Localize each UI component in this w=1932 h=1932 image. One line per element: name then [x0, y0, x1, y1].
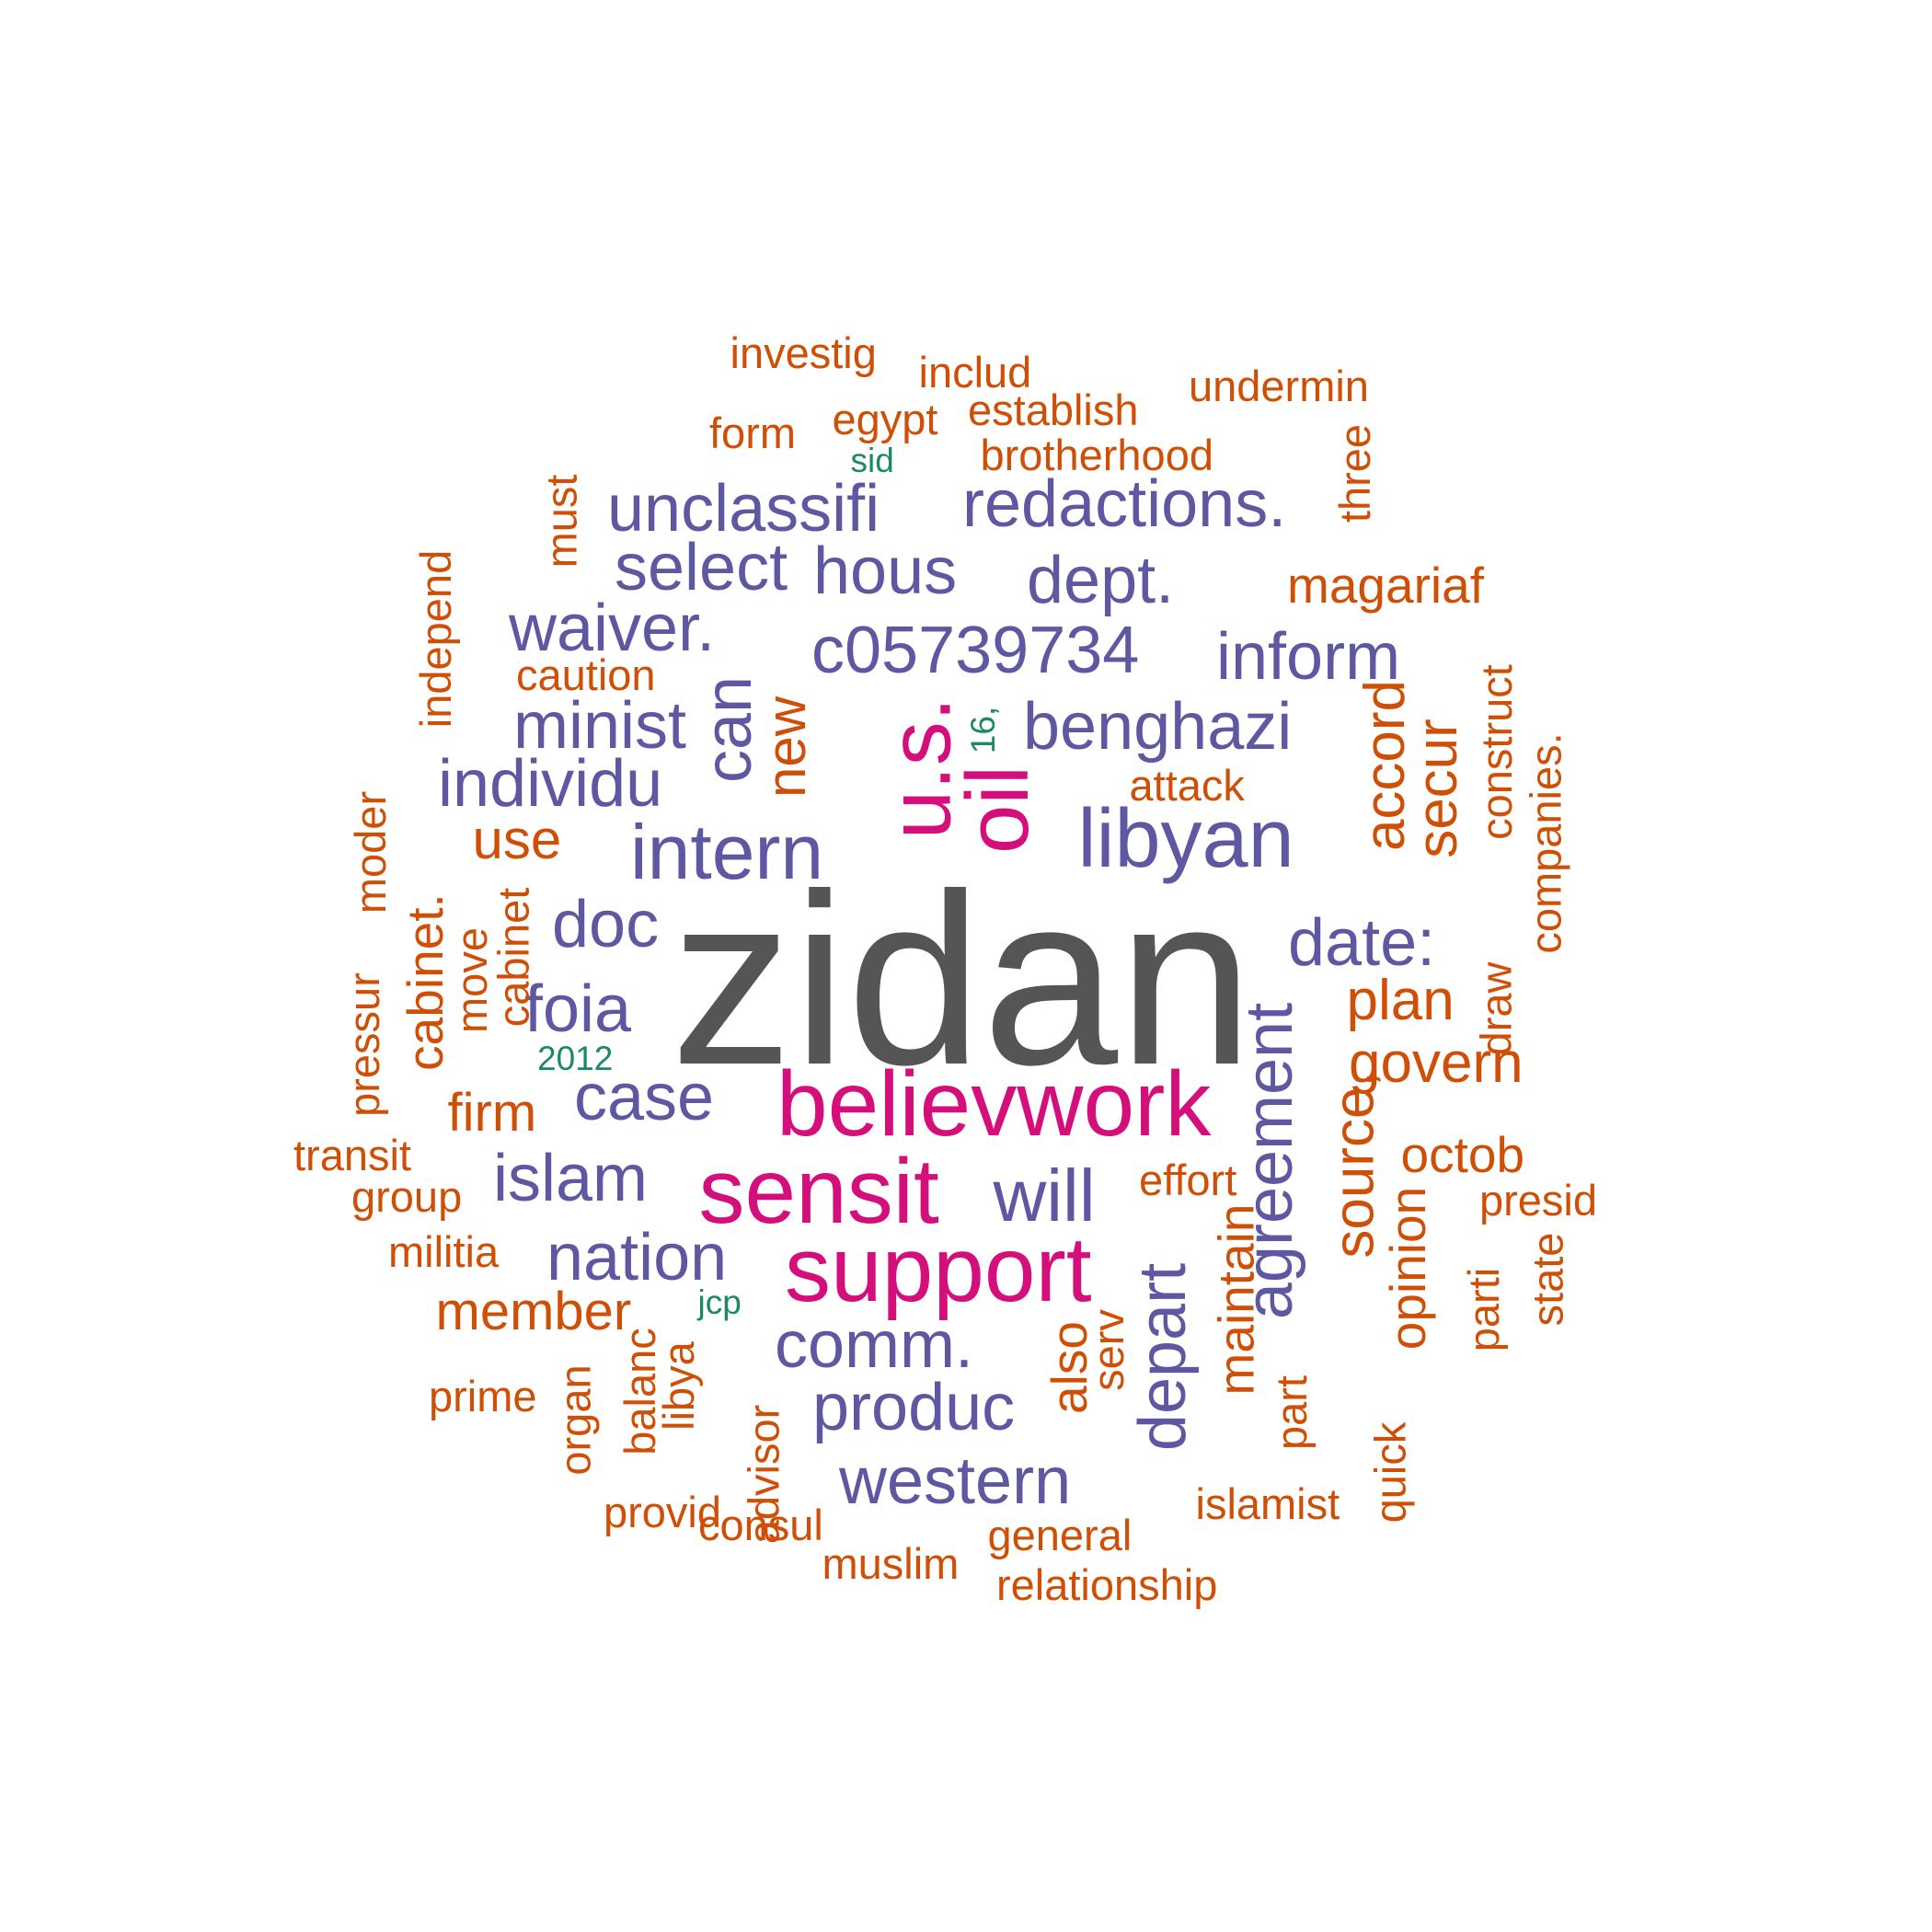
- word-state: state: [1523, 1232, 1572, 1326]
- word-parti: parti: [1458, 1267, 1508, 1351]
- word-pressur: pressur: [339, 972, 388, 1117]
- word-sid: sid: [850, 441, 894, 479]
- word-consul: consul: [698, 1500, 823, 1549]
- word-prime: prime: [429, 1371, 537, 1420]
- word-moder: moder: [345, 790, 395, 914]
- word-three: three: [1329, 423, 1379, 523]
- word-depart: depart: [1126, 1262, 1201, 1452]
- word-islamist: islamist: [1195, 1478, 1340, 1528]
- word-opinion: opinion: [1378, 1186, 1436, 1350]
- word-case: case: [574, 1061, 715, 1134]
- word-can: can: [692, 675, 766, 784]
- word-investig: investig: [730, 328, 877, 377]
- word-part: part: [1266, 1374, 1316, 1450]
- word-2012: 2012: [537, 1039, 614, 1077]
- word-comm: comm.: [775, 1308, 973, 1382]
- word-16: 16,: [963, 706, 1002, 753]
- word-militia: militia: [388, 1226, 500, 1276]
- word-western: western: [839, 1444, 1072, 1518]
- word-brotherhood: brotherhood: [980, 430, 1213, 479]
- word-companies: companies.: [1521, 731, 1570, 954]
- word-move: move: [446, 926, 496, 1033]
- word-relationship: relationship: [996, 1559, 1218, 1609]
- word-source: source,: [1322, 1071, 1386, 1259]
- word-foia: foia: [524, 972, 632, 1046]
- word-dept: dept.: [1027, 544, 1175, 617]
- word-undermin: undermin: [1189, 361, 1369, 410]
- word-believwork: believwork: [776, 1052, 1212, 1156]
- word-libya: libya: [653, 1340, 703, 1431]
- word-egypt: egypt: [832, 394, 938, 443]
- word-construct: construct: [1471, 663, 1521, 840]
- word-muslim: muslim: [822, 1538, 960, 1588]
- word-produc: produc: [812, 1371, 1016, 1444]
- word-islam: islam: [493, 1142, 649, 1215]
- word-presid: presid: [1479, 1175, 1598, 1225]
- word-individu: individu: [438, 747, 663, 821]
- word-establish: establish: [968, 385, 1139, 434]
- word-serv: serv: [1083, 1308, 1133, 1391]
- word-organ: organ: [550, 1363, 600, 1476]
- word-libyan: libyan: [1077, 793, 1294, 885]
- word-c05739734: c05739734: [811, 614, 1140, 687]
- word-waiver: waiver.: [509, 592, 716, 665]
- word-caution: caution: [516, 650, 656, 699]
- word-cabinet: cabinet: [489, 887, 538, 1027]
- word-cabinet: cabinet.: [396, 892, 454, 1071]
- word-jcp: jcp: [697, 1282, 742, 1321]
- word-minist: minist: [513, 689, 687, 763]
- word-zidan: zidan: [671, 843, 1254, 1116]
- word-independ: independ: [410, 549, 460, 728]
- word-maintain: maintain: [1207, 1203, 1265, 1395]
- word-must: must: [536, 474, 586, 568]
- word-hous: hous: [813, 535, 958, 608]
- word-member: member: [435, 1282, 632, 1341]
- word-new: new: [755, 696, 818, 799]
- word-general: general: [987, 1510, 1133, 1559]
- word-redactions: redactions.: [962, 467, 1287, 541]
- word-transit: transit: [293, 1130, 411, 1179]
- word-secur: secur: [1405, 719, 1469, 858]
- word-form: form: [709, 408, 796, 457]
- word-support: support: [785, 1218, 1092, 1321]
- word-magariaf: magariaf: [1287, 556, 1484, 614]
- word-intern: intern: [630, 809, 824, 895]
- word-benghazi: benghazi: [1023, 690, 1293, 764]
- word-inform: inform: [1216, 620, 1401, 694]
- word-doc: doc: [552, 888, 660, 961]
- word-use: use: [472, 809, 562, 870]
- word-select: select: [615, 531, 788, 604]
- word-will: will: [993, 1155, 1096, 1236]
- word-unclassifi: unclassifi: [607, 472, 880, 546]
- word-govern: govern: [1349, 1031, 1524, 1095]
- word-quick: quick: [1365, 1421, 1415, 1523]
- word-sensit: sensit: [698, 1140, 939, 1243]
- word-group: group: [351, 1171, 463, 1221]
- word-effort: effort: [1139, 1155, 1237, 1204]
- word-plan: plan: [1346, 969, 1455, 1032]
- word-date: date:: [1288, 906, 1436, 980]
- word-firm: firm: [447, 1083, 537, 1143]
- word-nation: nation: [546, 1221, 728, 1294]
- word-octob: octob: [1400, 1125, 1525, 1183]
- word-provid: provid: [604, 1487, 722, 1536]
- word-attack: attack: [1129, 760, 1245, 810]
- word-oil: oil: [949, 765, 1048, 855]
- word-includ: includ: [918, 347, 1032, 397]
